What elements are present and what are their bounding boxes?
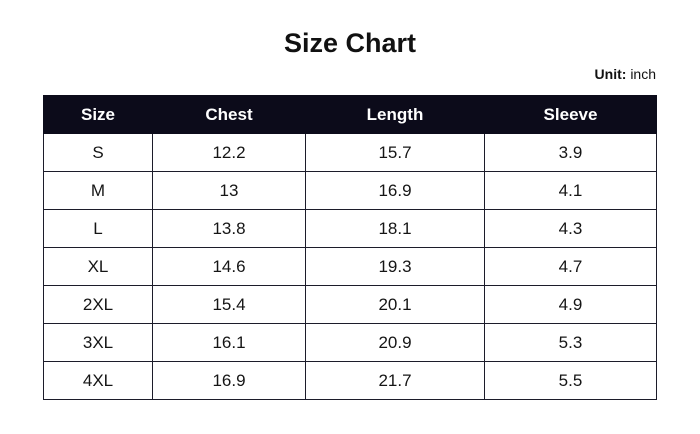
chest-cell: 16.9 [152,361,306,400]
size-cell: 2XL [43,285,153,324]
length-cell: 21.7 [305,361,485,400]
size-cell: 4XL [43,361,153,400]
sleeve-cell: 5.5 [484,361,657,400]
unit-label: Unit: [594,66,627,82]
sleeve-cell: 3.9 [484,133,657,172]
table-header-row: Size Chest Length Sleeve [43,95,657,134]
length-cell: 20.9 [305,323,485,362]
chest-cell: 13 [152,171,306,210]
header-chest: Chest [152,95,306,134]
header-size: Size [43,95,153,134]
length-cell: 18.1 [305,209,485,248]
table-row: M 13 16.9 4.1 [43,171,657,210]
size-cell: L [43,209,153,248]
table-row: S 12.2 15.7 3.9 [43,133,657,172]
sleeve-cell: 4.9 [484,285,657,324]
table-row: 3XL 16.1 20.9 5.3 [43,323,657,362]
sleeve-cell: 5.3 [484,323,657,362]
size-cell: M [43,171,153,210]
page-title: Size Chart [283,28,417,58]
header-sleeve: Sleeve [484,95,657,134]
chest-cell: 15.4 [152,285,306,324]
unit-value: inch [630,66,656,82]
header-length: Length [305,95,485,134]
length-cell: 16.9 [305,171,485,210]
unit-note: Unit: inch [595,65,656,83]
sleeve-cell: 4.7 [484,247,657,286]
chest-cell: 16.1 [152,323,306,362]
table-row: 2XL 15.4 20.1 4.9 [43,285,657,324]
length-cell: 19.3 [305,247,485,286]
size-cell: XL [43,247,153,286]
size-chart-table: Size Chest Length Sleeve S 12.2 15.7 3.9… [43,95,657,400]
chest-cell: 14.6 [152,247,306,286]
table-row: L 13.8 18.1 4.3 [43,209,657,248]
chest-cell: 13.8 [152,209,306,248]
length-cell: 15.7 [305,133,485,172]
sleeve-cell: 4.1 [484,171,657,210]
size-cell: S [43,133,153,172]
table-row: XL 14.6 19.3 4.7 [43,247,657,286]
table-row: 4XL 16.9 21.7 5.5 [43,361,657,400]
chest-cell: 12.2 [152,133,306,172]
length-cell: 20.1 [305,285,485,324]
sleeve-cell: 4.3 [484,209,657,248]
size-cell: 3XL [43,323,153,362]
